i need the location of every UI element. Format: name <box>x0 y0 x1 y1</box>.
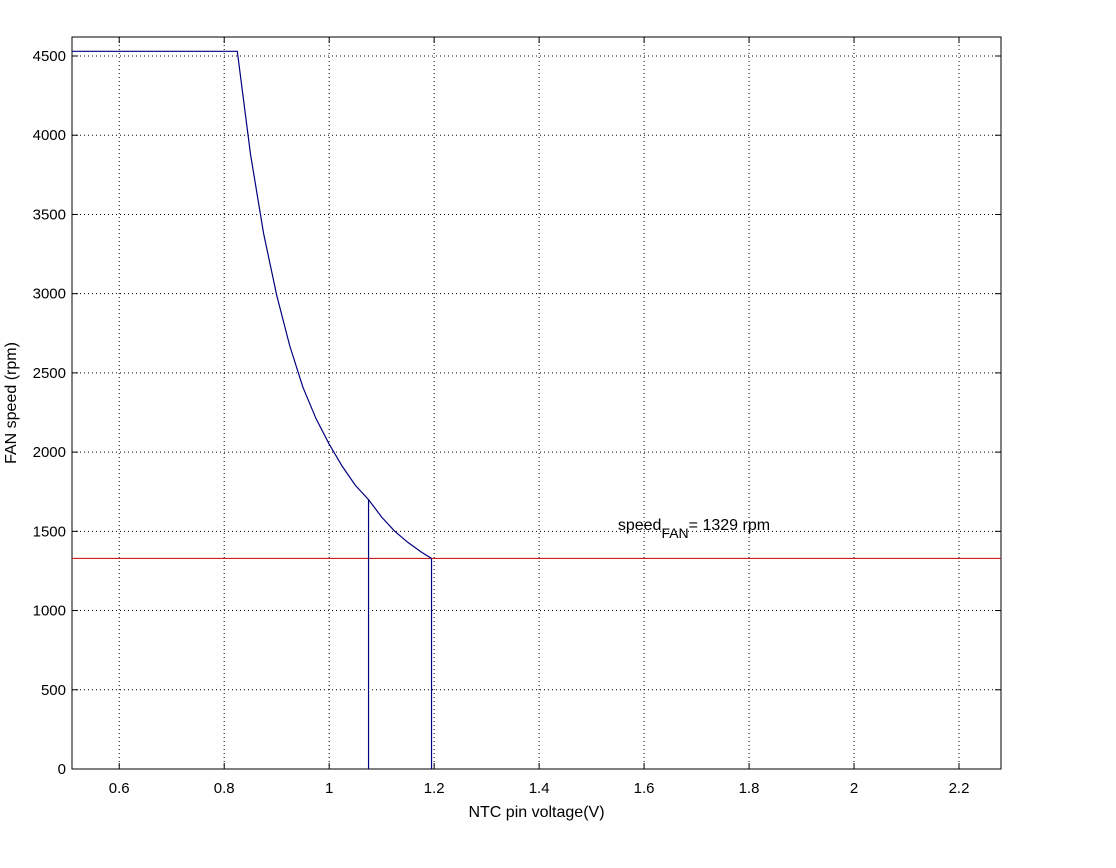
y-tick-label: 3000 <box>33 286 66 303</box>
y-tick-label: 1500 <box>33 523 66 540</box>
y-tick-label: 3500 <box>33 206 66 223</box>
y-tick-label: 2500 <box>33 365 66 382</box>
x-axis-label: NTC pin voltage(V) <box>468 804 604 821</box>
x-tick-label: 1.2 <box>424 780 445 797</box>
axes-box <box>71 36 1002 770</box>
x-tick-label: 1.6 <box>634 780 655 797</box>
x-tick-label: 1.8 <box>739 780 760 797</box>
x-tick-label: 1 <box>325 780 333 797</box>
y-tick-label: 4000 <box>33 127 66 144</box>
x-tick-label: 1.4 <box>529 780 550 797</box>
y-tick-label: 1000 <box>33 603 66 620</box>
x-tick-label: 2 <box>850 780 858 797</box>
x-tick-label: 0.8 <box>214 780 235 797</box>
speed-annotation: speedFAN= 1329 rpm <box>618 517 770 541</box>
fan-speed-curve <box>72 50 432 559</box>
y-tick-label: 4500 <box>33 48 66 65</box>
y-tick-label: 2000 <box>33 444 66 461</box>
y-tick-label: 0 <box>58 761 66 778</box>
plot-area: 0.6 0.8 1 1.2 1.4 1.6 1.8 2 2.2 0 500 1000 1500 2000 2… <box>3 36 1002 821</box>
x-tick-label: 0.6 <box>109 780 130 797</box>
y-axis-label: FAN speed (rpm) <box>3 342 20 464</box>
y-tick-label: 500 <box>41 682 66 699</box>
x-tick-label: 2.2 <box>949 780 970 797</box>
